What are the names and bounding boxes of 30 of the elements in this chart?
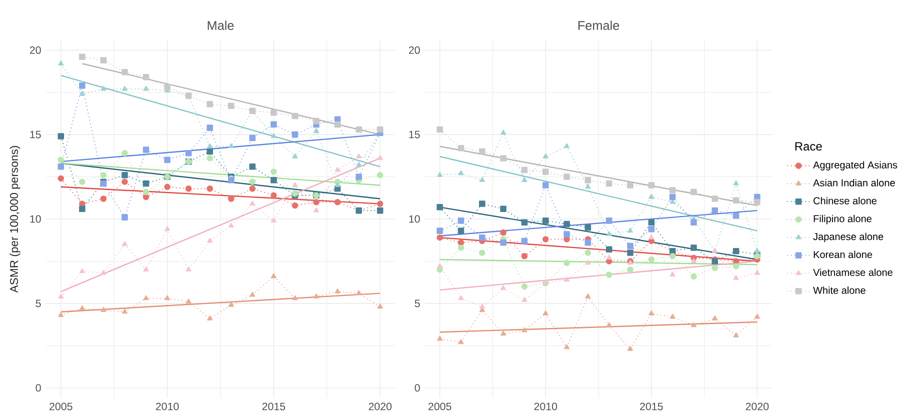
- y-tick-label: 15: [409, 130, 420, 138]
- legend-label: Asian Indian alone: [813, 179, 895, 186]
- y-axis-title: ASMR (per 100,000 persons): [10, 146, 20, 293]
- legend-title: Race: [795, 142, 822, 151]
- legend-label: Filipino alone: [814, 214, 872, 224]
- y-tick-label: 20: [408, 46, 420, 54]
- chart-title: Female: [578, 20, 620, 30]
- x-tick-label: 2010: [534, 402, 558, 410]
- legend-label: Aggregated Asians: [813, 161, 898, 170]
- legend-label: Japanese alone: [813, 232, 884, 242]
- x-tick-label: 2005: [50, 402, 72, 410]
- legend-label: White alone: [813, 286, 866, 294]
- x-tick-label: 2015: [262, 402, 286, 410]
- legend-label: Korean alone: [814, 250, 872, 258]
- y-tick-label: 5: [36, 300, 41, 308]
- y-tick-label: 10: [30, 215, 41, 223]
- legend-label: Chinese alone: [814, 196, 877, 204]
- y-tick-label: 5: [414, 300, 420, 308]
- chart-title: Male: [208, 20, 234, 30]
- y-tick-label: 0: [414, 384, 420, 392]
- y-tick-label: 10: [409, 215, 420, 223]
- y-tick-label: 15: [30, 130, 41, 138]
- x-tick-label: 2020: [746, 402, 769, 410]
- legend-label: Vietnamese alone: [813, 268, 892, 276]
- y-tick-label: 20: [30, 46, 41, 54]
- x-tick-label: 2005: [428, 402, 452, 410]
- y-tick-label: 0: [36, 384, 41, 392]
- x-tick-label: 2010: [156, 402, 179, 410]
- x-tick-label: 2020: [368, 402, 392, 410]
- x-tick-label: 2015: [640, 402, 663, 410]
